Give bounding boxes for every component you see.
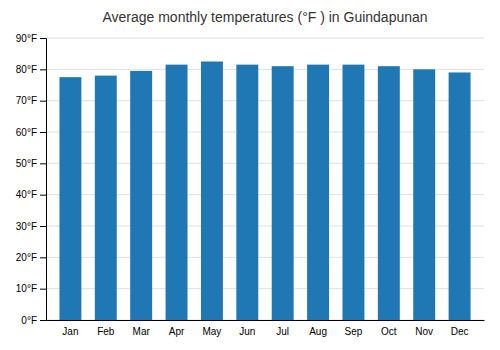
x-axis-line bbox=[47, 320, 485, 321]
y-tick-label: 50°F bbox=[16, 158, 37, 169]
x-tick: Nov bbox=[415, 326, 433, 337]
x-tick-label: Nov bbox=[415, 326, 433, 337]
bar bbox=[342, 65, 364, 320]
x-tick-label: Dec bbox=[451, 326, 469, 337]
grid-line bbox=[46, 38, 484, 39]
title: Average monthly temperatures (°F ) in Gu… bbox=[102, 9, 427, 25]
y-tick-label: 10°F bbox=[16, 283, 37, 294]
y-axis-line bbox=[40, 39, 47, 321]
x-tick: Apr bbox=[169, 326, 185, 337]
bar bbox=[166, 65, 188, 320]
x-tick: Mar bbox=[133, 326, 151, 337]
x-tick-label: Feb bbox=[97, 326, 115, 337]
x-tick: Sep bbox=[345, 326, 363, 337]
bar bbox=[449, 72, 471, 320]
y-tick-label: 90°F bbox=[16, 33, 37, 44]
bar bbox=[130, 71, 152, 320]
x-axis: Jan Feb Mar Apr May Jun Jul Aug Sep Oct Nov Dec bbox=[47, 321, 485, 338]
y-tick-mark bbox=[40, 163, 46, 164]
y-tick-mark bbox=[40, 289, 46, 290]
bar bbox=[201, 62, 223, 321]
y-tick-label: 0°F bbox=[21, 315, 37, 326]
bar bbox=[307, 65, 329, 320]
y-tick-mark bbox=[40, 101, 46, 102]
y-tick-mark bbox=[40, 257, 46, 258]
y-tick: 70°F bbox=[16, 95, 46, 106]
y-tick-mark bbox=[40, 195, 46, 196]
x-tick-label: Oct bbox=[381, 326, 397, 337]
bar bbox=[272, 66, 294, 320]
x-tick: Aug bbox=[309, 326, 327, 337]
x-tick-label: Jun bbox=[239, 326, 255, 337]
bars bbox=[59, 62, 470, 321]
y-tick-label: 40°F bbox=[16, 189, 37, 200]
y-tick: 0°F bbox=[21, 315, 46, 326]
y-tick: 90°F bbox=[16, 33, 46, 44]
x-tick-label: Aug bbox=[309, 326, 327, 337]
x-tick-label: Sep bbox=[345, 326, 363, 337]
y-tick-mark bbox=[40, 320, 46, 321]
y-tick: 60°F bbox=[16, 127, 46, 138]
y-tick: 30°F bbox=[16, 221, 46, 232]
x-tick-label: Mar bbox=[133, 326, 151, 337]
x-tick: Oct bbox=[381, 326, 397, 337]
x-tick: Jul bbox=[276, 326, 289, 337]
y-tick-mark bbox=[40, 226, 46, 227]
bar bbox=[236, 65, 258, 320]
bar bbox=[378, 66, 400, 320]
y-axis: 0°F 10°F 20°F 30°F 40°F 50°F 60°F 70°F 80°F 90°F bbox=[16, 33, 47, 326]
bar bbox=[59, 77, 81, 320]
plot: Jan Feb Mar Apr May Jun Jul Aug Sep Oct Nov Dec 0°F 1… bbox=[16, 33, 485, 337]
y-tick-label: 20°F bbox=[16, 252, 37, 263]
chart: Jan Feb Mar Apr May Jun Jul Aug Sep Oct Nov Dec 0°F 1… bbox=[0, 0, 500, 350]
y-tick-mark bbox=[40, 38, 46, 39]
x-tick: Jan bbox=[62, 326, 78, 337]
x-tick: Feb bbox=[97, 326, 115, 337]
y-tick: 10°F bbox=[16, 283, 46, 294]
y-tick: 50°F bbox=[16, 158, 46, 169]
x-tick: May bbox=[202, 326, 221, 337]
y-tick-label: 80°F bbox=[16, 64, 37, 75]
grid bbox=[46, 38, 484, 320]
y-tick-mark bbox=[40, 69, 46, 70]
y-tick-label: 60°F bbox=[16, 127, 37, 138]
y-tick: 20°F bbox=[16, 252, 46, 263]
bar bbox=[95, 76, 117, 320]
y-tick-mark bbox=[40, 132, 46, 133]
x-tick-label: Apr bbox=[169, 326, 185, 337]
x-tick: Dec bbox=[451, 326, 469, 337]
y-tick-label: 30°F bbox=[16, 221, 37, 232]
y-tick: 80°F bbox=[16, 64, 46, 75]
y-tick-label: 70°F bbox=[16, 95, 37, 106]
x-tick-label: Jul bbox=[276, 326, 289, 337]
y-tick: 40°F bbox=[16, 189, 46, 200]
x-tick: Jun bbox=[239, 326, 255, 337]
x-tick-label: Jan bbox=[62, 326, 78, 337]
bar bbox=[413, 69, 435, 320]
x-tick-label: May bbox=[202, 326, 221, 337]
